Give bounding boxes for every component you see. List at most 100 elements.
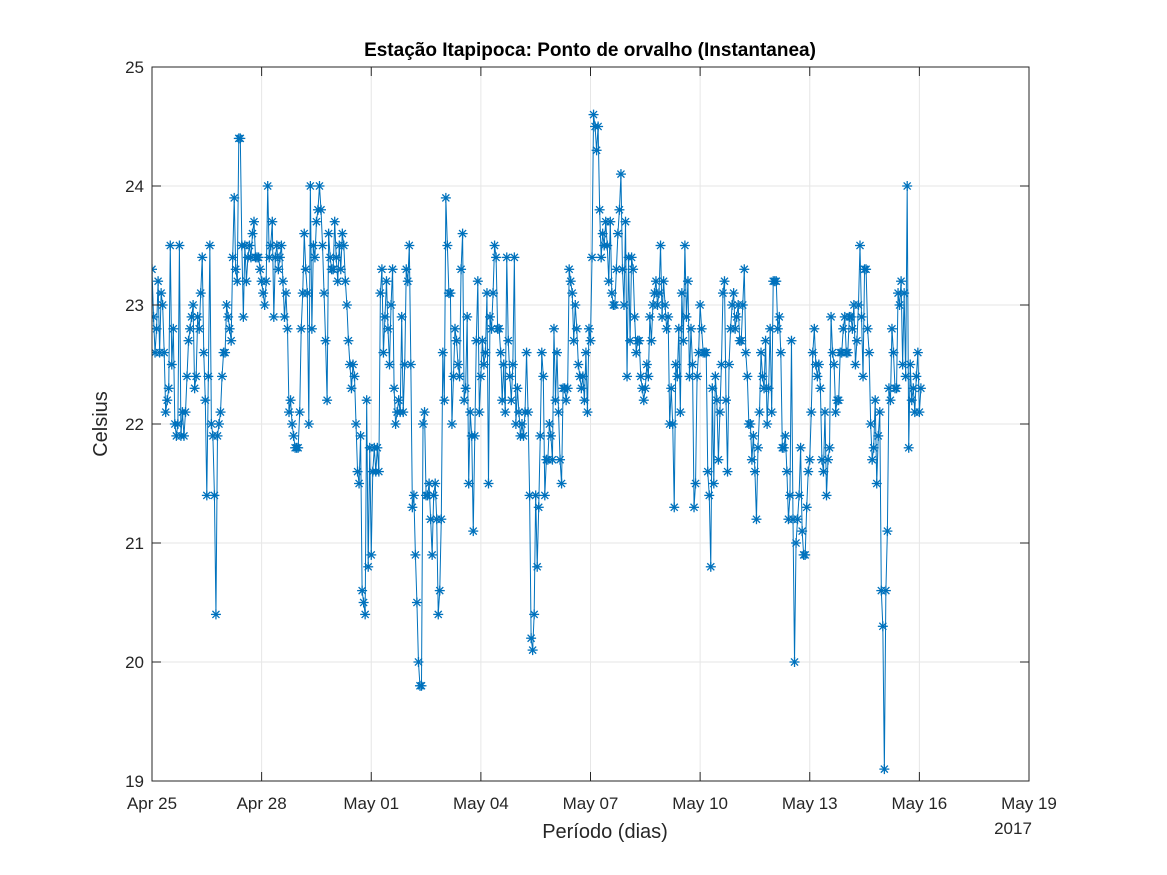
data-point [454,371,465,382]
data-point [672,371,683,382]
data-point [335,264,346,275]
data-point [711,395,722,406]
data-point [556,478,567,489]
data-point [401,264,412,275]
data-point [737,300,748,310]
x-tick-label: May 04 [453,794,509,813]
data-point [498,359,509,370]
data-point [681,311,692,322]
data-point [854,240,865,251]
data-point [157,300,168,310]
data-point [827,347,838,358]
data-point [294,407,305,418]
data-point [847,323,858,334]
data-point [721,395,732,406]
data-point [284,407,295,418]
data-point [663,311,674,322]
data-point [643,371,654,382]
data-point [305,181,316,191]
data-point [669,502,680,513]
data-point [223,311,234,322]
data-point [894,300,905,310]
data-point [535,430,546,441]
data-point [285,395,296,406]
data-point [434,585,445,596]
data-point [186,311,197,322]
data-point [745,419,756,429]
data-point [685,323,696,334]
data-point [626,252,637,263]
data-point [329,216,340,227]
data-point [204,240,215,251]
data-point [331,252,342,263]
data-point [670,359,681,370]
data-point [427,549,438,560]
data-point [453,359,464,370]
data-point [620,216,631,227]
data-point [247,228,258,239]
data-point [821,490,832,501]
data-point [660,300,671,310]
data-point [153,276,164,287]
data-point [722,466,733,477]
data-point [352,466,363,477]
data-point [201,490,212,501]
data-point [328,264,339,275]
data-point [261,276,272,287]
data-point [597,228,608,239]
data-point [288,430,299,441]
data-point [203,371,214,382]
data-point [197,252,208,263]
data-point [765,323,776,334]
data-point [163,383,174,394]
data-point [850,359,861,370]
data-point [361,395,372,406]
data-point [282,323,293,334]
data-point [618,300,629,310]
data-point [524,490,535,501]
data-point [666,383,677,394]
data-point [539,490,550,501]
data-point [238,311,249,322]
data-point [748,430,759,441]
data-point [509,252,520,263]
data-point [152,311,159,322]
data-point [311,216,322,227]
data-point [529,609,540,620]
data-point [351,419,362,429]
data-point [396,311,407,322]
data-point [867,454,878,465]
data-point [378,347,389,358]
data-point [676,288,687,299]
data-point [299,228,310,239]
data-point [268,311,279,322]
data-point [527,645,538,656]
data-point [658,276,669,287]
data-point [258,288,269,299]
data-point [538,371,549,382]
data-point [300,264,311,275]
data-point [914,407,925,418]
data-point [178,430,189,441]
x-tick-label: Apr 28 [237,794,287,813]
data-point [489,240,500,251]
data-point [366,549,377,560]
data-point [413,657,424,667]
data-point [451,335,462,346]
data-point [606,288,617,299]
axis-ticks: Apr 25 Apr 28 May 01 May 04 May 07 May 10 May … [125,58,1057,813]
data-point [713,454,724,465]
data-point [194,323,205,334]
data-point [690,478,701,489]
data-point [870,395,881,406]
data-point [874,407,885,418]
data-point [436,514,447,525]
data-point [807,347,818,358]
data-point [614,204,625,215]
data-point [804,454,815,465]
data-point [797,526,808,537]
data-point [338,240,349,251]
data-point [463,478,474,489]
year-label: 2017 [994,819,1032,838]
data-point [160,407,171,418]
